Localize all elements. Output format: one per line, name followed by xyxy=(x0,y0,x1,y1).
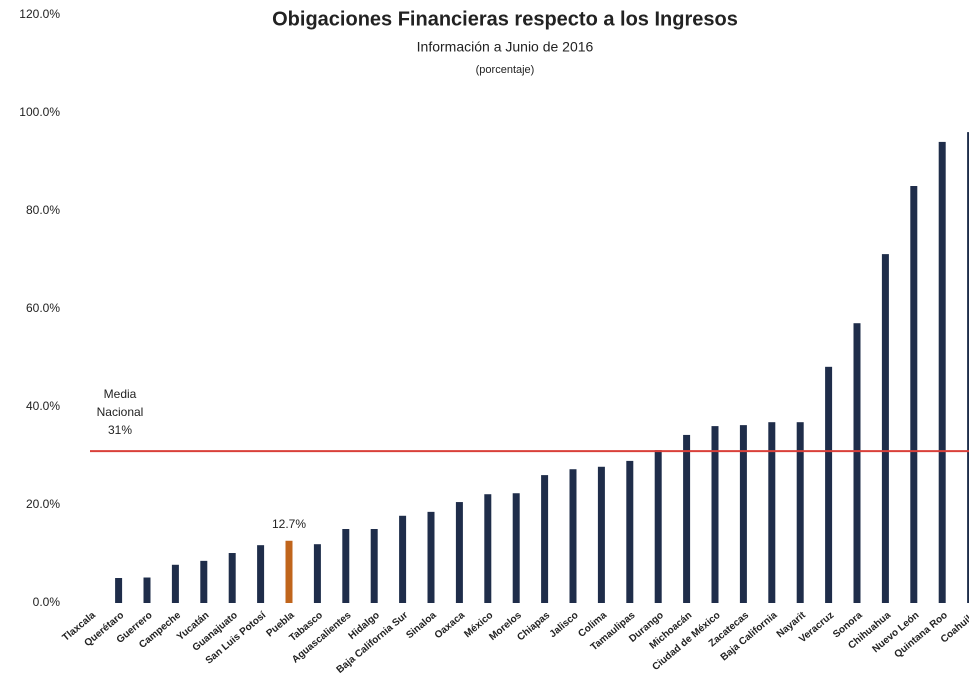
bar xyxy=(597,466,605,603)
bar xyxy=(427,511,435,603)
x-tick-label: Chiapas xyxy=(515,610,552,644)
reference-label: Nacional xyxy=(97,405,144,419)
bar xyxy=(967,132,969,604)
bar xyxy=(881,254,889,603)
bar xyxy=(171,564,179,603)
bar xyxy=(370,529,378,603)
bar xyxy=(455,502,463,603)
x-tick-label: Sinaloa xyxy=(404,610,439,642)
y-tick-label: 0.0% xyxy=(33,595,61,609)
chart-title: Obigaciones Financieras respecto a los I… xyxy=(272,8,738,30)
value-label: 12.7% xyxy=(272,517,306,531)
bar xyxy=(910,186,918,603)
bar xyxy=(200,560,208,603)
bar xyxy=(484,494,492,603)
bar xyxy=(115,578,123,603)
y-tick-label: 20.0% xyxy=(26,497,60,511)
y-tick-label: 80.0% xyxy=(26,203,60,217)
bar xyxy=(342,529,350,603)
bar xyxy=(541,475,549,603)
bar xyxy=(938,141,946,603)
y-tick-label: 100.0% xyxy=(19,105,60,119)
bar xyxy=(569,469,577,603)
bar xyxy=(825,366,833,603)
x-tick-label: Jalisco xyxy=(548,610,581,640)
bar xyxy=(285,540,293,603)
bar xyxy=(143,577,151,603)
bar xyxy=(654,450,662,603)
bar xyxy=(853,323,861,603)
y-tick-label: 120.0% xyxy=(19,7,60,21)
unit-note: (porcentaje) xyxy=(476,64,535,76)
bar xyxy=(739,425,747,603)
bar xyxy=(399,515,407,603)
bar xyxy=(711,426,719,603)
bar xyxy=(228,553,236,603)
y-tick-label: 40.0% xyxy=(26,399,60,413)
x-tick-label: Oaxaca xyxy=(433,610,468,642)
reference-label: Media xyxy=(104,387,137,401)
y-tick-label: 60.0% xyxy=(26,301,60,315)
bar xyxy=(796,422,804,603)
chart-subtitle: Información a Junio de 2016 xyxy=(417,39,594,55)
bar xyxy=(512,493,520,603)
reference-label: 31% xyxy=(108,423,132,437)
bar xyxy=(313,544,321,603)
bar xyxy=(768,422,776,603)
bar xyxy=(683,434,691,603)
bar xyxy=(626,460,634,603)
bar xyxy=(257,545,265,603)
